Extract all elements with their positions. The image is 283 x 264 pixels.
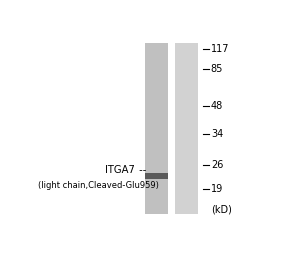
Text: 26: 26 [211,160,223,170]
Text: 85: 85 [211,64,223,74]
Text: 48: 48 [211,101,223,111]
Bar [145,43,168,214]
Text: --: -- [136,165,147,175]
Text: ITGA7: ITGA7 [105,165,135,175]
Bar [175,43,198,214]
Text: 19: 19 [211,184,223,194]
Text: (kD): (kD) [211,205,232,215]
Text: 117: 117 [211,44,229,54]
Text: 34: 34 [211,129,223,139]
Bar [145,173,168,180]
Text: (light chain,Cleaved-Glu959): (light chain,Cleaved-Glu959) [38,181,158,190]
